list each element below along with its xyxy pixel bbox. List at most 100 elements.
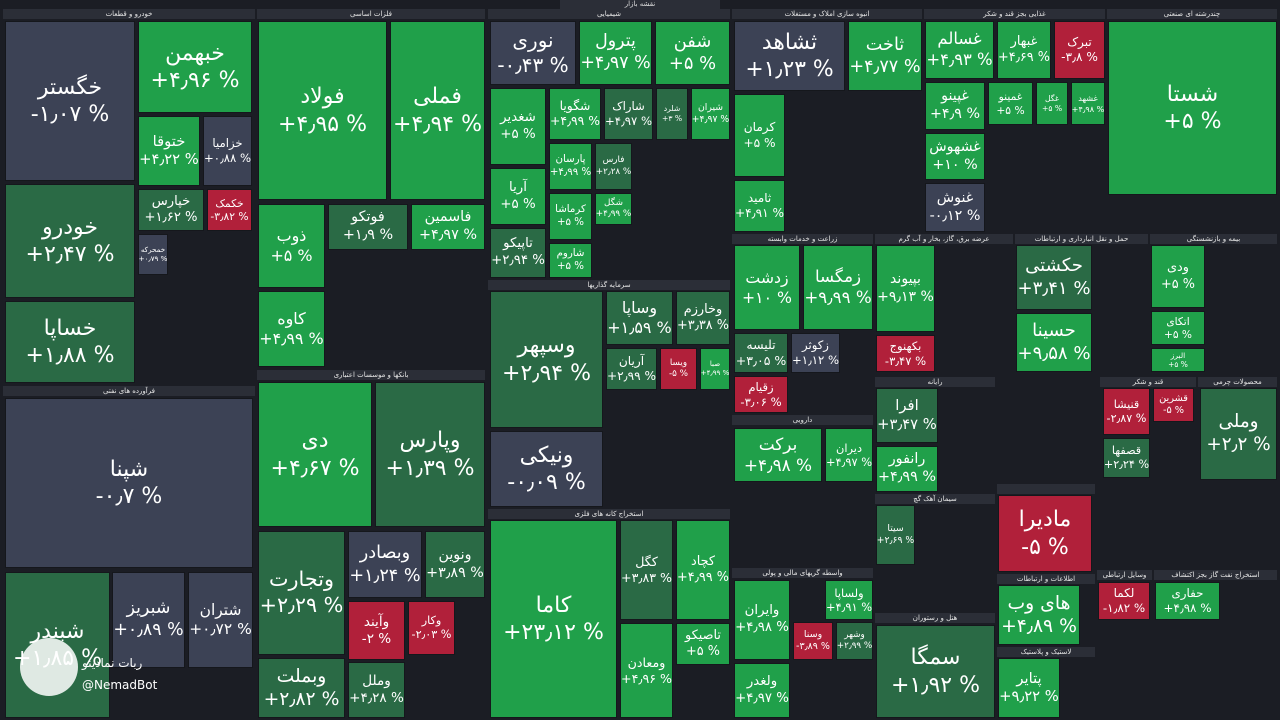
stock-name: البرز: [1170, 350, 1186, 360]
stock-name: غنوش: [936, 189, 974, 206]
stock-tile: وآیند -۲ %: [348, 601, 405, 660]
stock-name: وتجارت: [269, 567, 334, 592]
stock-tile: وساپا +۱٫۵۹ %: [606, 291, 673, 345]
stock-name: غشهد: [1078, 93, 1098, 104]
stock-tile: وپارس +۱٫۳۹ %: [375, 382, 485, 527]
stock-tile: غسالم +۴٫۹۳ %: [925, 21, 994, 79]
stock-tile: نوری -۰٫۴۳ %: [490, 21, 576, 85]
stock-change: +۳٫۸۳ %: [621, 570, 672, 585]
stock-name: شبریز: [126, 598, 171, 619]
map-title: نقشه بازار: [560, 0, 720, 9]
stock-change: +۹٫۱۳ %: [877, 288, 934, 305]
stock-change: +۴٫۶۹ %: [998, 50, 1050, 65]
stock-name: بپیوند: [890, 270, 921, 287]
stock-change: +۴٫۹۷ %: [735, 690, 789, 706]
sector-header: عرضه برق، گاز، بخار و آب گرم: [875, 234, 1013, 244]
stock-tile: غشهد +۴٫۹۸ %: [1071, 82, 1105, 125]
sector-header: سرمایه گذاریها: [488, 280, 730, 290]
stock-name: وساپا: [621, 298, 658, 318]
stock-change: -۲٫۸۷ %: [1106, 411, 1147, 425]
sector-header: سیمان آهک گچ: [875, 494, 995, 504]
stock-tile: زقیام -۳٫۰۶ %: [734, 376, 788, 413]
stock-change: +۴٫۷۷ %: [849, 57, 921, 77]
stock-tile: سیتا +۲٫۶۹ %: [876, 505, 915, 565]
stock-tile: دیران +۴٫۹۷ %: [825, 428, 873, 482]
stock-name: شپنا: [109, 456, 149, 482]
stock-change: +۴٫۹۹ %: [549, 114, 601, 128]
stock-name: وملی: [1218, 411, 1259, 433]
stock-change: +۴٫۹۸ %: [1071, 103, 1105, 114]
stock-name: شاراک: [612, 99, 645, 114]
stock-name: ولغدر: [746, 673, 778, 689]
stock-tile: فارس +۲٫۲۸ %: [595, 143, 632, 190]
stock-tile: وبملت +۲٫۸۲ %: [258, 658, 345, 718]
bot-handle: @NemadBot: [82, 678, 158, 692]
stock-name: قشرین: [1159, 392, 1188, 404]
stock-tile: ثشاهد +۱٫۲۳ %: [734, 21, 845, 91]
stock-tile: لکما -۱٫۸۲ %: [1098, 582, 1150, 620]
stock-name: شستا: [1166, 81, 1219, 107]
stock-change: +۲٫۹۹ %: [836, 641, 873, 651]
stock-name: کچاد: [690, 553, 716, 569]
stock-tile: حسینا +۹٫۵۸ %: [1016, 313, 1092, 372]
stock-tile: ونوین +۳٫۸۹ %: [425, 531, 485, 598]
stock-change: +۴٫۹ %: [929, 106, 981, 122]
stock-tile: کرماشا +۵ %: [549, 193, 592, 240]
stock-change: +۵ %: [743, 135, 776, 150]
stock-name: شلرد: [663, 104, 681, 114]
stock-change: +۹٫۹۹ %: [804, 287, 872, 307]
stock-name: ثشاهد: [761, 29, 818, 55]
sector-header: محصولات چرمی: [1198, 377, 1277, 387]
stock-tile: ذوب +۵ %: [258, 204, 325, 288]
stock-change: +۴٫۹۸ %: [743, 455, 813, 475]
stock-change: +۴٫۹۸ %: [735, 620, 789, 635]
stock-tile: خکمک -۳٫۸۲ %: [207, 189, 252, 231]
stock-change: +۴٫۹۸ %: [1163, 601, 1212, 615]
stock-tile: شگل +۴٫۹۹ %: [595, 193, 632, 225]
stock-name: وخارزم: [683, 301, 723, 317]
stock-change: +۵ %: [556, 260, 584, 272]
sector-header: غذایی بجز قند و شکر: [924, 9, 1105, 19]
stock-tile: وشهر +۲٫۹۹ %: [836, 622, 873, 660]
stock-name: زمگسا: [814, 266, 862, 286]
stock-tile: وملی +۲٫۲ %: [1200, 388, 1277, 480]
stock-name: کرمان: [743, 120, 776, 135]
sector-header: [997, 484, 1095, 494]
stock-name: وشهر: [844, 629, 865, 640]
stock-name: های وب: [1007, 592, 1071, 614]
stock-change: +۴٫۹۷ %: [604, 114, 653, 128]
stock-name: فوتکو: [351, 209, 385, 226]
stock-name: آریان: [618, 353, 645, 368]
stock-name: وسپهر: [517, 333, 576, 358]
stock-name: خساپا: [43, 315, 97, 341]
stock-tile: شیران +۴٫۹۷ %: [691, 88, 730, 140]
sector-header: وسایل ارتباطی: [1097, 570, 1152, 580]
stock-change: -۱٫۸۲ %: [1102, 601, 1146, 615]
stock-name: ومعادن: [627, 654, 666, 670]
stock-change: -۳٫۸۹ %: [796, 641, 830, 652]
stock-name: غبهار: [1010, 33, 1038, 49]
stock-change: +۵ %: [1041, 103, 1063, 113]
stock-tile: زدشت +۱۰ %: [734, 245, 800, 330]
stock-tile: کگل +۳٫۸۳ %: [620, 520, 673, 620]
stock-tile: پتایر +۹٫۲۲ %: [998, 658, 1060, 718]
stock-change: -۰٫۴۳ %: [497, 53, 569, 77]
stock-name: وکار: [421, 614, 442, 628]
stock-tile: زمگسا +۹٫۹۹ %: [803, 245, 873, 330]
stock-change: -۳٫۸ %: [1061, 50, 1098, 64]
stock-tile: کچاد +۴٫۹۹ %: [676, 520, 730, 620]
stock-tile: قنیشا -۲٫۸۷ %: [1103, 388, 1150, 435]
stock-name: وسنا: [803, 629, 823, 641]
stock-change: -۵ %: [1021, 534, 1069, 560]
stock-tile: شتران +۰٫۷۲ %: [188, 572, 253, 668]
sector-header: استخراج نفت گاز بجز اکتشاف: [1154, 570, 1277, 580]
stock-change: +۴٫۹۴ %: [393, 111, 482, 137]
stock-change: +۱٫۵۹ %: [607, 318, 672, 337]
stock-change: -۲٫۰۳ %: [411, 628, 452, 641]
stock-tile: غنوش -۰٫۱۲ %: [925, 183, 985, 232]
stock-change: -۲ %: [361, 630, 392, 647]
stock-tile: قصفها +۲٫۲۴ %: [1103, 438, 1150, 478]
stock-change: -۵ %: [668, 369, 689, 379]
stock-name: ونوین: [438, 546, 472, 563]
stock-change: +۴٫۹۵ %: [278, 111, 367, 137]
